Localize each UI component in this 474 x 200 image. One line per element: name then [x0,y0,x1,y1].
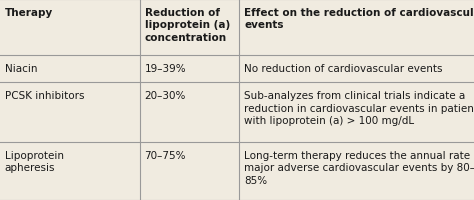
Text: Therapy: Therapy [5,8,53,18]
Text: Sub-analyzes from clinical trials indicate a
reduction in cardiovascular events : Sub-analyzes from clinical trials indica… [244,91,474,126]
Text: No reduction of cardiovascular events: No reduction of cardiovascular events [244,64,443,74]
Text: 70–75%: 70–75% [145,150,186,160]
Text: 20–30%: 20–30% [145,91,186,101]
Text: 19–39%: 19–39% [145,64,186,74]
Text: Long-term therapy reduces the annual rate of
major adverse cardiovascular events: Long-term therapy reduces the annual rat… [244,150,474,185]
Text: Effect on the reduction of cardiovascular
events: Effect on the reduction of cardiovascula… [244,8,474,30]
Text: PCSK inhibitors: PCSK inhibitors [5,91,84,101]
Text: Lipoprotein
apheresis: Lipoprotein apheresis [5,150,64,172]
Text: Reduction of
lipoprotein (a)
concentration: Reduction of lipoprotein (a) concentrati… [145,8,230,43]
Text: Niacin: Niacin [5,64,37,74]
